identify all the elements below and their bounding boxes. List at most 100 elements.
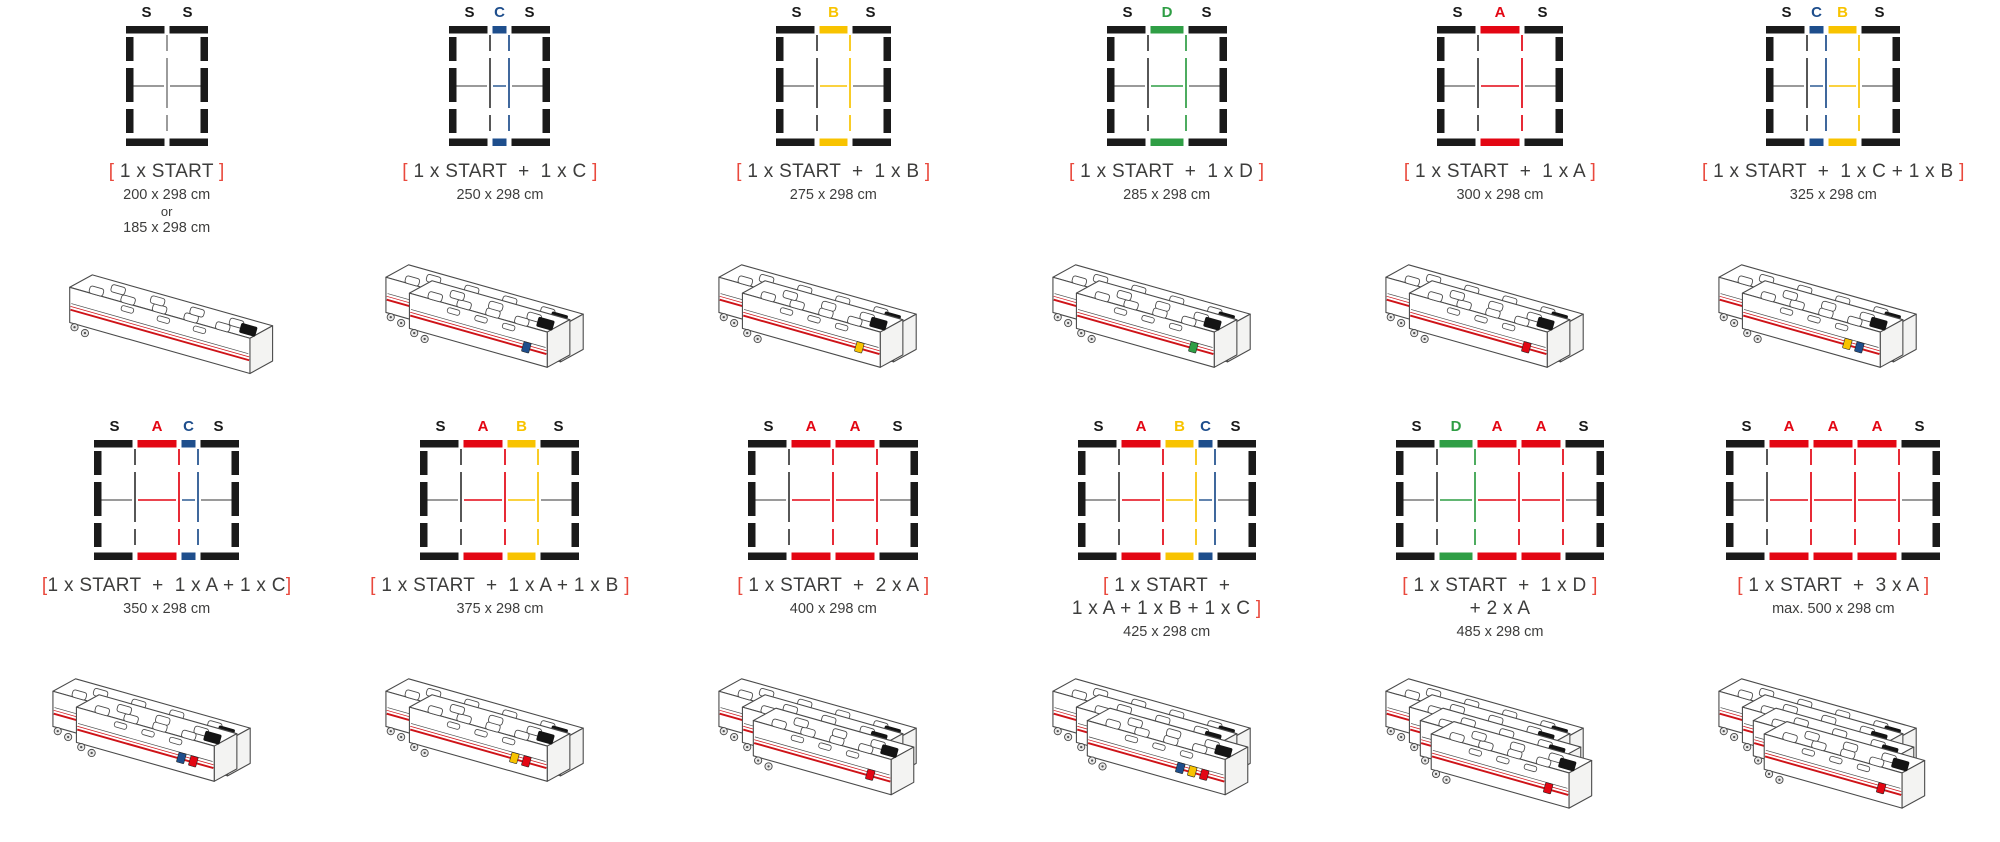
module-letter: S xyxy=(1122,4,1132,21)
module-letter: D xyxy=(1451,418,1462,435)
config-cell: S A S [ 1 x START + 1 x A ] 300 x 298 cm xyxy=(1333,2,1666,398)
lid-latch-bump xyxy=(1404,275,1421,287)
lid-latch-bump xyxy=(1094,291,1110,303)
case-illustration xyxy=(52,678,251,782)
flight-case xyxy=(1075,280,1238,368)
dimension-value: 185 x 298 cm xyxy=(123,220,211,237)
handle-icon xyxy=(1857,763,1871,773)
case-front xyxy=(408,292,548,368)
top-edge-bar xyxy=(449,26,488,34)
wheel-hub xyxy=(767,765,771,768)
top-edge-bar xyxy=(748,440,787,448)
config-formula: [ 1 x START + 1 x C + 1 x B ] xyxy=(1702,161,1965,184)
top-edge-bar xyxy=(511,26,551,34)
right-edge-bar xyxy=(883,109,891,133)
lid-latch-bump xyxy=(1821,300,1837,312)
module-clip xyxy=(521,755,532,768)
config-text: [ 1 x START ] 200 x 298 cm or 185 x 298 cm xyxy=(109,154,225,240)
handle-icon xyxy=(168,736,182,746)
handle-icon xyxy=(1523,763,1538,773)
handle-icon xyxy=(474,729,488,738)
handle-icon xyxy=(1829,755,1843,765)
bottom-edge-bar xyxy=(1477,552,1517,560)
wheel-hub xyxy=(1746,331,1749,335)
bottom-edge-bar xyxy=(1901,552,1941,560)
bottom-edge-bar xyxy=(852,138,891,146)
wheel-hub xyxy=(1056,729,1059,733)
module-letter: B xyxy=(1174,418,1185,435)
config-formula: [ 1 x START + 1 x A + 1 x B ] xyxy=(370,575,630,598)
lid-latch-bump xyxy=(120,294,136,306)
right-edge-bar xyxy=(1248,523,1256,547)
handle-icon xyxy=(1801,748,1816,757)
lid-latch-bump xyxy=(1456,299,1472,311)
right-edge-bar xyxy=(910,451,919,475)
wheel-hub xyxy=(83,331,86,335)
case-illustration xyxy=(1385,678,1593,809)
config-text: [1 x START + 1 x A + 1 x C] 350 x 298 cm xyxy=(42,568,292,654)
bottom-edge-bar xyxy=(1150,138,1184,146)
black-corner-patch xyxy=(880,744,899,758)
flight-case xyxy=(1430,721,1593,809)
lid-latch-bump xyxy=(737,275,754,287)
bottom-edge-bar xyxy=(463,552,503,560)
top-edge-bar xyxy=(181,440,196,448)
module-clip xyxy=(1842,338,1853,350)
top-edge-bar xyxy=(492,26,507,34)
wheel-hub xyxy=(1423,337,1426,341)
right-edge-bar xyxy=(200,68,208,102)
right-edge-bar xyxy=(883,68,891,102)
flight-case xyxy=(753,707,915,796)
left-edge-bar xyxy=(1106,109,1115,133)
left-edge-bar xyxy=(1077,482,1086,516)
handle-icon xyxy=(818,742,832,751)
flight-case xyxy=(408,280,571,368)
right-edge-bar xyxy=(231,482,240,516)
config-text: [ 1 x START + 1 x A ] 300 x 298 cm xyxy=(1404,154,1596,240)
left-edge-bar xyxy=(1106,68,1115,102)
bottom-edge-bar xyxy=(1217,552,1256,560)
lid-seam xyxy=(755,736,890,776)
wheel-hub xyxy=(90,751,93,755)
bottom-edge-bar xyxy=(1480,138,1520,146)
right-edge-bar xyxy=(910,482,919,516)
right-edge-bar xyxy=(1892,109,1901,133)
module-clip xyxy=(854,341,865,354)
module-letter: S xyxy=(436,418,446,435)
top-edge-bar xyxy=(200,440,240,448)
lid-latch-bump xyxy=(1789,299,1806,311)
module-letter: B xyxy=(517,418,528,435)
module-clip xyxy=(1876,782,1887,795)
formula-bracket: ] xyxy=(592,161,598,182)
handle-icon xyxy=(1780,307,1794,316)
module-letter: A xyxy=(1872,418,1883,435)
module-letter: B xyxy=(828,4,839,21)
lid-latch-bump xyxy=(449,290,466,301)
config-dimensions: 350 x 298 cm xyxy=(123,601,210,619)
config-formula-line: [1 x START + 1 x A + 1 x C] xyxy=(41,575,292,596)
top-edge-bar xyxy=(94,440,133,448)
lid-latch-bump xyxy=(180,729,197,741)
flight-case xyxy=(1408,280,1571,368)
config-formula-line: + 2 x A xyxy=(1469,597,1531,619)
formula-bracket: [ xyxy=(1403,161,1410,182)
case-front xyxy=(753,720,892,796)
handle-icon xyxy=(501,322,516,332)
lid-latch-bump xyxy=(821,300,837,312)
left-edge-bar xyxy=(125,68,134,102)
wheel-hub xyxy=(1399,321,1403,325)
left-edge-bar xyxy=(1436,37,1445,61)
top-edge-bar xyxy=(1121,440,1161,448)
right-edge-bar xyxy=(1555,37,1563,61)
module-letter: S xyxy=(554,418,564,435)
bottom-edge-bar xyxy=(775,138,815,146)
handle-icon xyxy=(1179,750,1193,759)
wheel-hub xyxy=(722,729,726,733)
case-front xyxy=(1408,292,1548,368)
lid-latch-bump xyxy=(88,285,104,297)
